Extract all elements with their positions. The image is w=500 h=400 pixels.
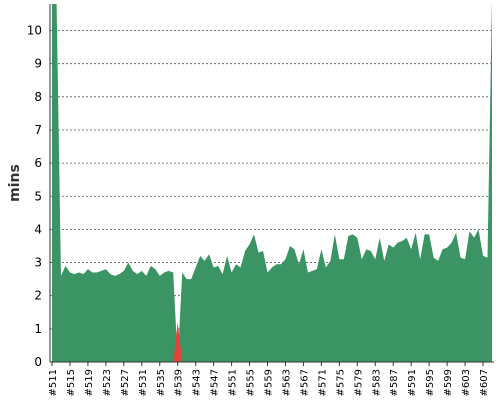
y-tick-label: 5 xyxy=(34,189,42,203)
y-tick-label: 10 xyxy=(27,24,42,38)
y-tick-label: 7 xyxy=(34,123,42,137)
x-tick-label: #603 xyxy=(461,369,472,396)
x-tick-label: #535 xyxy=(156,369,167,396)
x-tick-label: #571 xyxy=(317,369,328,396)
x-tick-label: #555 xyxy=(246,369,257,396)
x-tick-label: #595 xyxy=(425,369,436,396)
x-tick-label: #575 xyxy=(335,369,346,396)
x-tick-label: #539 xyxy=(174,369,185,396)
y-tick-label: 9 xyxy=(34,57,42,71)
x-tick-label: #563 xyxy=(281,369,292,396)
x-tick-label: #523 xyxy=(102,369,113,396)
series-area-1 xyxy=(173,322,183,362)
x-tick-label: #531 xyxy=(138,369,149,396)
y-tick-labels: 0 1 2 3 4 5 6 7 8 9 10 xyxy=(27,24,42,369)
x-tick-label: #559 xyxy=(264,369,275,396)
y-tick-label: 4 xyxy=(34,222,42,236)
y-tick-label: 0 xyxy=(34,355,42,369)
series-area-0 xyxy=(52,4,492,362)
y-axis-label: mins xyxy=(7,164,23,202)
x-tick-label: #527 xyxy=(120,369,131,396)
x-tick-label: #515 xyxy=(66,369,77,396)
x-tick-label: #547 xyxy=(210,369,221,396)
x-tick-label: #591 xyxy=(407,369,418,396)
y-tick-label: 2 xyxy=(34,289,42,303)
x-tick-label: #587 xyxy=(389,369,400,396)
x-tick-label: #511 xyxy=(48,369,59,396)
x-tick-label: #543 xyxy=(192,369,203,396)
x-tick-labels: #511 #515 #519 #523 #527 #531 #535 #539 #543 #547… xyxy=(48,362,490,396)
y-tick-label: 1 xyxy=(34,322,42,336)
x-tick-label: #583 xyxy=(371,369,382,396)
x-tick-label: #599 xyxy=(443,369,454,396)
x-tick-label: #579 xyxy=(353,369,364,396)
x-tick-label: #551 xyxy=(228,369,239,396)
y-tick-label: 3 xyxy=(34,256,42,270)
y-tick-label: 6 xyxy=(34,156,42,170)
series-layer xyxy=(52,4,492,362)
x-tick-label: #607 xyxy=(479,369,490,396)
x-tick-label: #519 xyxy=(84,369,95,396)
x-tick-label: #567 xyxy=(299,369,310,396)
y-tick-label: 8 xyxy=(34,90,42,104)
